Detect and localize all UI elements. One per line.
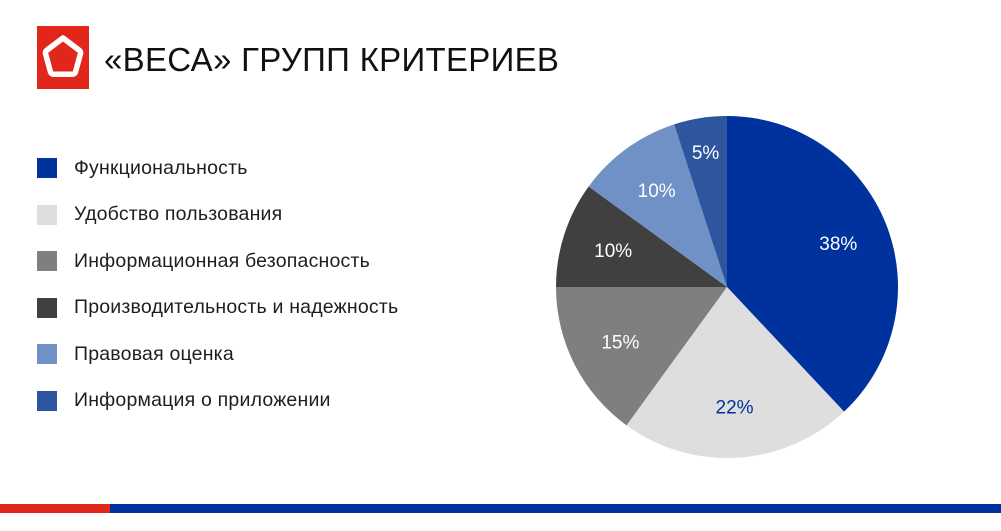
- pie-slice: [674, 116, 727, 287]
- legend-swatch: [37, 344, 57, 365]
- slice-label: 10%: [638, 181, 676, 202]
- legend-item: Информационная безопасность: [37, 238, 398, 285]
- legend-label: Информационная безопасность: [74, 249, 370, 272]
- chart-legend: Функциональность Удобство пользования Ин…: [37, 145, 398, 424]
- legend-item: Производительность и надежность: [37, 285, 398, 332]
- pie-slice: [626, 287, 845, 458]
- legend-swatch: [37, 251, 57, 272]
- pie-slice: [588, 124, 727, 287]
- legend-item: Правовая оценка: [37, 331, 398, 378]
- pie-chart-svg: 38% 22% 15% 10% 10% 5%: [556, 116, 898, 458]
- footer-bar: [0, 504, 1001, 513]
- legend-item: Удобство пользования: [37, 192, 398, 239]
- legend-label: Информация о приложении: [74, 389, 331, 412]
- legend-label: Функциональность: [74, 156, 248, 179]
- slice-label: 5%: [692, 143, 720, 164]
- legend-swatch: [37, 390, 57, 411]
- footer-bar-blue: [110, 504, 1001, 513]
- pie-slice: [556, 287, 727, 426]
- page-title: «ВЕСА» ГРУПП КРИТЕРИЕВ: [104, 41, 560, 78]
- legend-item: Информация о приложении: [37, 378, 398, 425]
- legend-item: Функциональность: [37, 145, 398, 192]
- pie-slice: [727, 116, 898, 412]
- pie-chart: 38% 22% 15% 10% 10% 5%: [540, 100, 920, 480]
- legend-label: Производительность и надежность: [74, 296, 399, 319]
- slice-label: 10%: [594, 241, 632, 262]
- pentagon-logo-icon: [42, 35, 84, 77]
- slice-label: 15%: [601, 332, 639, 353]
- pie-slice: [556, 186, 727, 287]
- legend-label: Удобство пользования: [74, 203, 283, 226]
- legend-swatch: [37, 158, 57, 179]
- logo: [37, 26, 89, 89]
- footer-bar-red: [0, 504, 110, 513]
- slice-label: 22%: [716, 397, 754, 418]
- legend-label: Правовая оценка: [74, 342, 234, 365]
- slice-label: 38%: [819, 234, 857, 255]
- legend-swatch: [37, 204, 57, 225]
- legend-swatch: [37, 297, 57, 318]
